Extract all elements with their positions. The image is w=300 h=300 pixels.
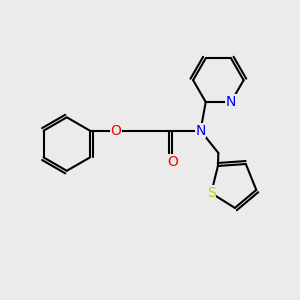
Text: O: O: [110, 124, 121, 138]
Text: S: S: [207, 186, 216, 200]
Text: N: N: [226, 95, 236, 109]
Text: O: O: [167, 155, 178, 169]
Text: N: N: [195, 124, 206, 138]
